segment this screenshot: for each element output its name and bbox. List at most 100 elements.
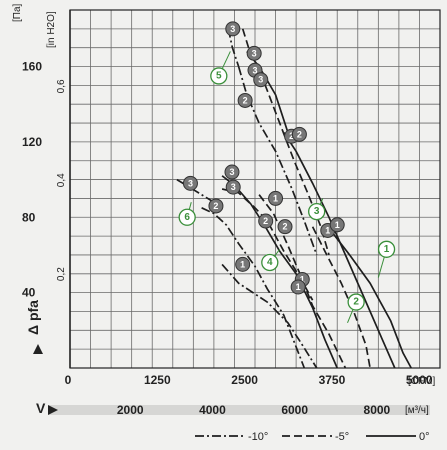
marker-label: 3 (258, 75, 263, 85)
marker-label: 1 (325, 225, 330, 235)
x-tick-label-m3h: 6000 (281, 403, 308, 417)
curve-marker: 1 (329, 217, 345, 233)
tag-circle (377, 240, 396, 258)
y-tick-label-pa: 120 (22, 135, 42, 149)
x-axis-symbol: V (36, 400, 46, 416)
y-tick-label-pa: 80 (22, 210, 36, 224)
curve-dashed (258, 194, 347, 369)
y-tick-label-inh2o: 0,4 (56, 173, 67, 187)
marker-circle (182, 175, 198, 191)
legend-label: -10° (248, 431, 268, 443)
marker-circle (268, 190, 284, 206)
curve-marker: 3 (182, 175, 198, 191)
marker-circle (329, 217, 345, 233)
marker-circle (290, 279, 306, 295)
curve-dashdot (221, 263, 318, 369)
x-tick-label-m3h: 4000 (199, 403, 226, 417)
x-tick-cfm-labels: 0 1250 2500 3750 5000 (65, 373, 433, 387)
curve-tag: 4 (261, 248, 281, 272)
curve-marker: 1 (268, 190, 284, 206)
curve-marker: 2 (291, 126, 307, 142)
y-tick-labels: 40 80 120 160 0,2 0,4 0,6 (22, 60, 67, 300)
curve-tag: 2 (347, 293, 365, 323)
x-tick-label-cfm: 2500 (231, 373, 258, 387)
x-tick-label-m3h: 8000 (364, 403, 391, 417)
marker-label: 3 (229, 167, 234, 177)
curve-marker: 3 (253, 72, 269, 88)
y-tick-label-inh2o: 0,2 (56, 267, 67, 281)
marker-label: 2 (289, 131, 294, 141)
curve-dashdot (201, 207, 306, 369)
marker-label: 2 (213, 201, 218, 211)
y-unit-right: [in H2O] (46, 11, 57, 48)
marker-label: 3 (252, 48, 257, 58)
curve-dashed (311, 226, 371, 369)
legend-label: 0° (419, 431, 430, 443)
legend-item: 0° (366, 431, 430, 443)
marker-circle (246, 45, 262, 61)
x-axis-arrow-icon (48, 405, 58, 415)
x-tick-label-cfm: 1250 (144, 373, 171, 387)
marker-label: 3 (188, 178, 193, 188)
tag-circle (178, 208, 196, 226)
x-tick-label-cfm: 0 (65, 373, 72, 387)
marker-circle (237, 92, 253, 108)
x-band (48, 405, 430, 415)
tag-circle (308, 202, 326, 221)
tag-circle (210, 67, 228, 85)
marker-label: 1 (300, 274, 305, 284)
legend-item: -10° (195, 431, 268, 443)
y-tick-label-pa: 40 (22, 286, 36, 300)
marker-circle (277, 219, 293, 235)
curve-tag: 1 (377, 240, 396, 278)
marker-label: 2 (297, 129, 302, 139)
marker-circle (235, 256, 251, 272)
curve-marker: 1 (290, 279, 306, 295)
y-tick-label-pa: 160 (22, 60, 42, 74)
x-tick-label-m3h: 2000 (117, 403, 144, 417)
curve-marker: 2 (237, 92, 253, 108)
tag-label: 3 (314, 206, 320, 217)
marker-label: 3 (231, 182, 236, 192)
tag-label: 6 (184, 212, 190, 223)
tag-circle (261, 253, 279, 272)
legend-label: -5° (335, 431, 349, 443)
curve-marker: 3 (225, 21, 241, 37)
marker-circle (208, 198, 224, 214)
x-tick-label-cfm: 5000 (406, 373, 433, 387)
marker-circle (258, 213, 274, 229)
marker-label: 1 (273, 193, 278, 203)
curve-tag: 3 (308, 198, 326, 221)
marker-circle (224, 164, 240, 180)
curve-tag: 5 (210, 51, 231, 85)
x-unit-bottom: [м³/ч] (405, 405, 429, 416)
x-unit-top: [CFM] (408, 376, 435, 387)
marker-label: 3 (230, 24, 235, 34)
marker-label: 1 (335, 220, 340, 230)
x-tick-label-cfm: 3750 (319, 373, 346, 387)
tag-label: 5 (216, 70, 222, 81)
plot-frame (69, 9, 441, 369)
marker-circle (291, 126, 307, 142)
curve-tag-layer: 5 3 6 4 1 2 (178, 51, 396, 323)
tag-label: 2 (353, 297, 359, 308)
tag-circle (347, 293, 365, 311)
marker-label: 2 (263, 216, 268, 226)
legend-item: -5° (282, 431, 349, 443)
curve-solid (221, 175, 338, 369)
y-tick-label-inh2o: 0,6 (56, 79, 67, 93)
x-tick-m3h-labels: 2000 4000 6000 8000 (117, 403, 391, 417)
curve-tag: 6 (178, 202, 196, 226)
marker-label: 2 (243, 95, 248, 105)
y-unit-left: [Па] (12, 3, 23, 22)
curve-marker: 3 (246, 45, 262, 61)
curve-marker: 2 (277, 219, 293, 235)
tag-label: 1 (384, 244, 390, 255)
curve-solid (327, 226, 412, 369)
marker-label: 2 (283, 222, 288, 232)
marker-circle (253, 72, 269, 88)
curve-marker: 3 (224, 164, 240, 180)
marker-label: 1 (240, 259, 245, 269)
curve-marker: 1 (235, 256, 251, 272)
